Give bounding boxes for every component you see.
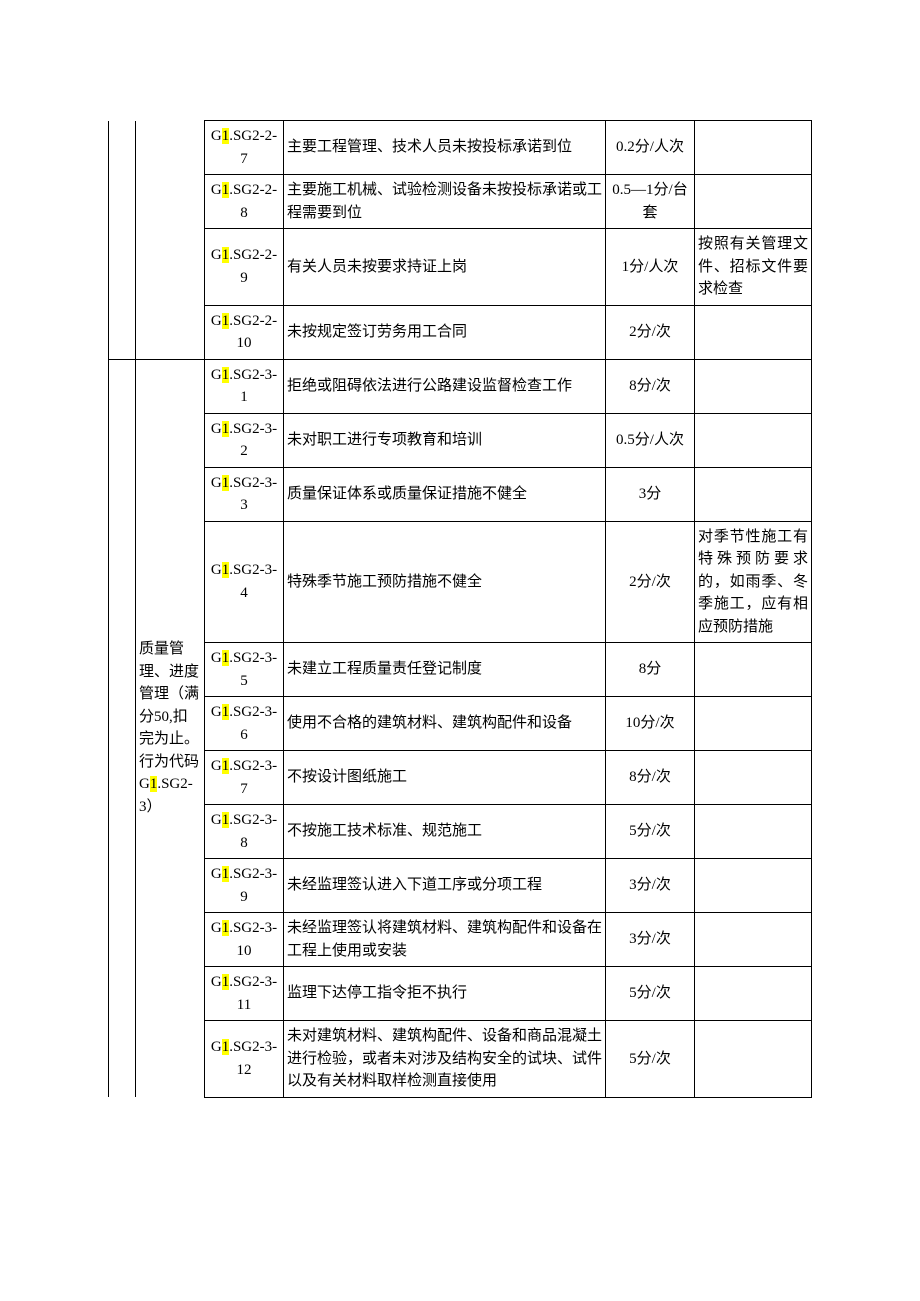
table-row: G1.SG2-2-10 未按规定签订劳务用工合同 2分/次 — [109, 305, 812, 359]
desc-cell: 主要施工机械、试验检测设备未按投标承诺或工程需要到位 — [284, 175, 606, 229]
code-cell: G1.SG2-2-8 — [205, 175, 284, 229]
note-cell — [695, 913, 812, 967]
desc-cell: 使用不合格的建筑材料、建筑构配件和设备 — [284, 697, 606, 751]
table-row: G1.SG2-3-3 质量保证体系或质量保证措施不健全 3分 — [109, 467, 812, 521]
desc-cell: 监理下达停工指令拒不执行 — [284, 967, 606, 1021]
score-cell: 1分/人次 — [606, 229, 695, 306]
table-row: G1.SG2-3-10 未经监理签认将建筑材料、建筑构配件和设备在工程上使用或安… — [109, 913, 812, 967]
code-cell: G1.SG2-3-6 — [205, 697, 284, 751]
code-cell: G1.SG2-3-10 — [205, 913, 284, 967]
desc-cell: 有关人员未按要求持证上岗 — [284, 229, 606, 306]
score-cell: 5分/次 — [606, 1021, 695, 1098]
desc-cell: 特殊季节施工预防措施不健全 — [284, 521, 606, 643]
score-cell: 3分/次 — [606, 913, 695, 967]
desc-cell: 不按设计图纸施工 — [284, 751, 606, 805]
table-row: G1.SG2-2-7 主要工程管理、技术人员未按投标承诺到位 0.2分/人次 — [109, 121, 812, 175]
desc-cell: 质量保证体系或质量保证措施不健全 — [284, 467, 606, 521]
code-cell: G1.SG2-3-8 — [205, 805, 284, 859]
code-cell: G1.SG2-3-2 — [205, 413, 284, 467]
score-cell: 3分/次 — [606, 859, 695, 913]
page: G1.SG2-2-7 主要工程管理、技术人员未按投标承诺到位 0.2分/人次 G… — [0, 0, 920, 1158]
note-cell — [695, 967, 812, 1021]
note-cell — [695, 175, 812, 229]
note-cell — [695, 359, 812, 413]
code-cell: G1.SG2-3-4 — [205, 521, 284, 643]
score-cell: 3分 — [606, 467, 695, 521]
score-cell: 0.5分/人次 — [606, 413, 695, 467]
note-cell — [695, 697, 812, 751]
note-cell — [695, 805, 812, 859]
desc-cell: 未对建筑材料、建筑构配件、设备和商品混凝土进行检验，或者未对涉及结构安全的试块、… — [284, 1021, 606, 1098]
category-cell-bottom: 质量管理、进度管理（满分50,扣完为止。行为代码G1.SG2-3） — [136, 359, 205, 1097]
table-row: G1.SG2-3-12 未对建筑材料、建筑构配件、设备和商品混凝土进行检验，或者… — [109, 1021, 812, 1098]
score-cell: 5分/次 — [606, 805, 695, 859]
code-cell: G1.SG2-2-9 — [205, 229, 284, 306]
category-cell-top — [136, 121, 205, 360]
table-row: 质量管理、进度管理（满分50,扣完为止。行为代码G1.SG2-3） G1.SG2… — [109, 359, 812, 413]
desc-cell: 未按规定签订劳务用工合同 — [284, 305, 606, 359]
table-row: G1.SG2-3-9 未经监理签认进入下道工序或分项工程 3分/次 — [109, 859, 812, 913]
code-cell: G1.SG2-3-12 — [205, 1021, 284, 1098]
score-cell: 10分/次 — [606, 697, 695, 751]
code-cell: G1.SG2-3-11 — [205, 967, 284, 1021]
scoring-table: G1.SG2-2-7 主要工程管理、技术人员未按投标承诺到位 0.2分/人次 G… — [108, 120, 812, 1098]
table-row: G1.SG2-3-2 未对职工进行专项教育和培训 0.5分/人次 — [109, 413, 812, 467]
code-cell: G1.SG2-3-1 — [205, 359, 284, 413]
desc-cell: 主要工程管理、技术人员未按投标承诺到位 — [284, 121, 606, 175]
table-row: G1.SG2-2-8 主要施工机械、试验检测设备未按投标承诺或工程需要到位 0.… — [109, 175, 812, 229]
note-cell — [695, 859, 812, 913]
desc-cell: 未经监理签认进入下道工序或分项工程 — [284, 859, 606, 913]
code-cell: G1.SG2-3-7 — [205, 751, 284, 805]
spacer-cell — [109, 359, 136, 1097]
score-cell: 0.2分/人次 — [606, 121, 695, 175]
note-cell — [695, 467, 812, 521]
note-cell — [695, 121, 812, 175]
score-cell: 8分/次 — [606, 359, 695, 413]
note-cell: 按照有关管理文件、招标文件要求检查 — [695, 229, 812, 306]
code-cell: G1.SG2-3-5 — [205, 643, 284, 697]
note-cell — [695, 643, 812, 697]
code-cell: G1.SG2-3-3 — [205, 467, 284, 521]
note-cell — [695, 305, 812, 359]
desc-cell: 拒绝或阻碍依法进行公路建设监督检查工作 — [284, 359, 606, 413]
category-text-part1: 质量管理、进度管理（满分50,扣完为止。行为代码G — [139, 641, 199, 792]
table-row: G1.SG2-3-6 使用不合格的建筑材料、建筑构配件和设备 10分/次 — [109, 697, 812, 751]
score-cell: 5分/次 — [606, 967, 695, 1021]
spacer-cell — [109, 121, 136, 360]
note-cell: 对季节性施工有特殊预防要求的，如雨季、冬季施工，应有相应预防措施 — [695, 521, 812, 643]
score-cell: 0.5—1分/台套 — [606, 175, 695, 229]
desc-cell: 未对职工进行专项教育和培训 — [284, 413, 606, 467]
note-cell — [695, 1021, 812, 1098]
score-cell: 2分/次 — [606, 521, 695, 643]
code-cell: G1.SG2-2-10 — [205, 305, 284, 359]
table-row: G1.SG2-3-11 监理下达停工指令拒不执行 5分/次 — [109, 967, 812, 1021]
table-row: G1.SG2-3-7 不按设计图纸施工 8分/次 — [109, 751, 812, 805]
table-row: G1.SG2-3-5 未建立工程质量责任登记制度 8分 — [109, 643, 812, 697]
code-cell: G1.SG2-2-7 — [205, 121, 284, 175]
table-row: G1.SG2-3-8 不按施工技术标准、规范施工 5分/次 — [109, 805, 812, 859]
score-cell: 8分 — [606, 643, 695, 697]
score-cell: 2分/次 — [606, 305, 695, 359]
table-row: G1.SG2-2-9 有关人员未按要求持证上岗 1分/人次 按照有关管理文件、招… — [109, 229, 812, 306]
desc-cell: 未经监理签认将建筑材料、建筑构配件和设备在工程上使用或安装 — [284, 913, 606, 967]
table-row: G1.SG2-3-4 特殊季节施工预防措施不健全 2分/次 对季节性施工有特殊预… — [109, 521, 812, 643]
score-cell: 8分/次 — [606, 751, 695, 805]
code-cell: G1.SG2-3-9 — [205, 859, 284, 913]
desc-cell: 未建立工程质量责任登记制度 — [284, 643, 606, 697]
desc-cell: 不按施工技术标准、规范施工 — [284, 805, 606, 859]
note-cell — [695, 413, 812, 467]
note-cell — [695, 751, 812, 805]
